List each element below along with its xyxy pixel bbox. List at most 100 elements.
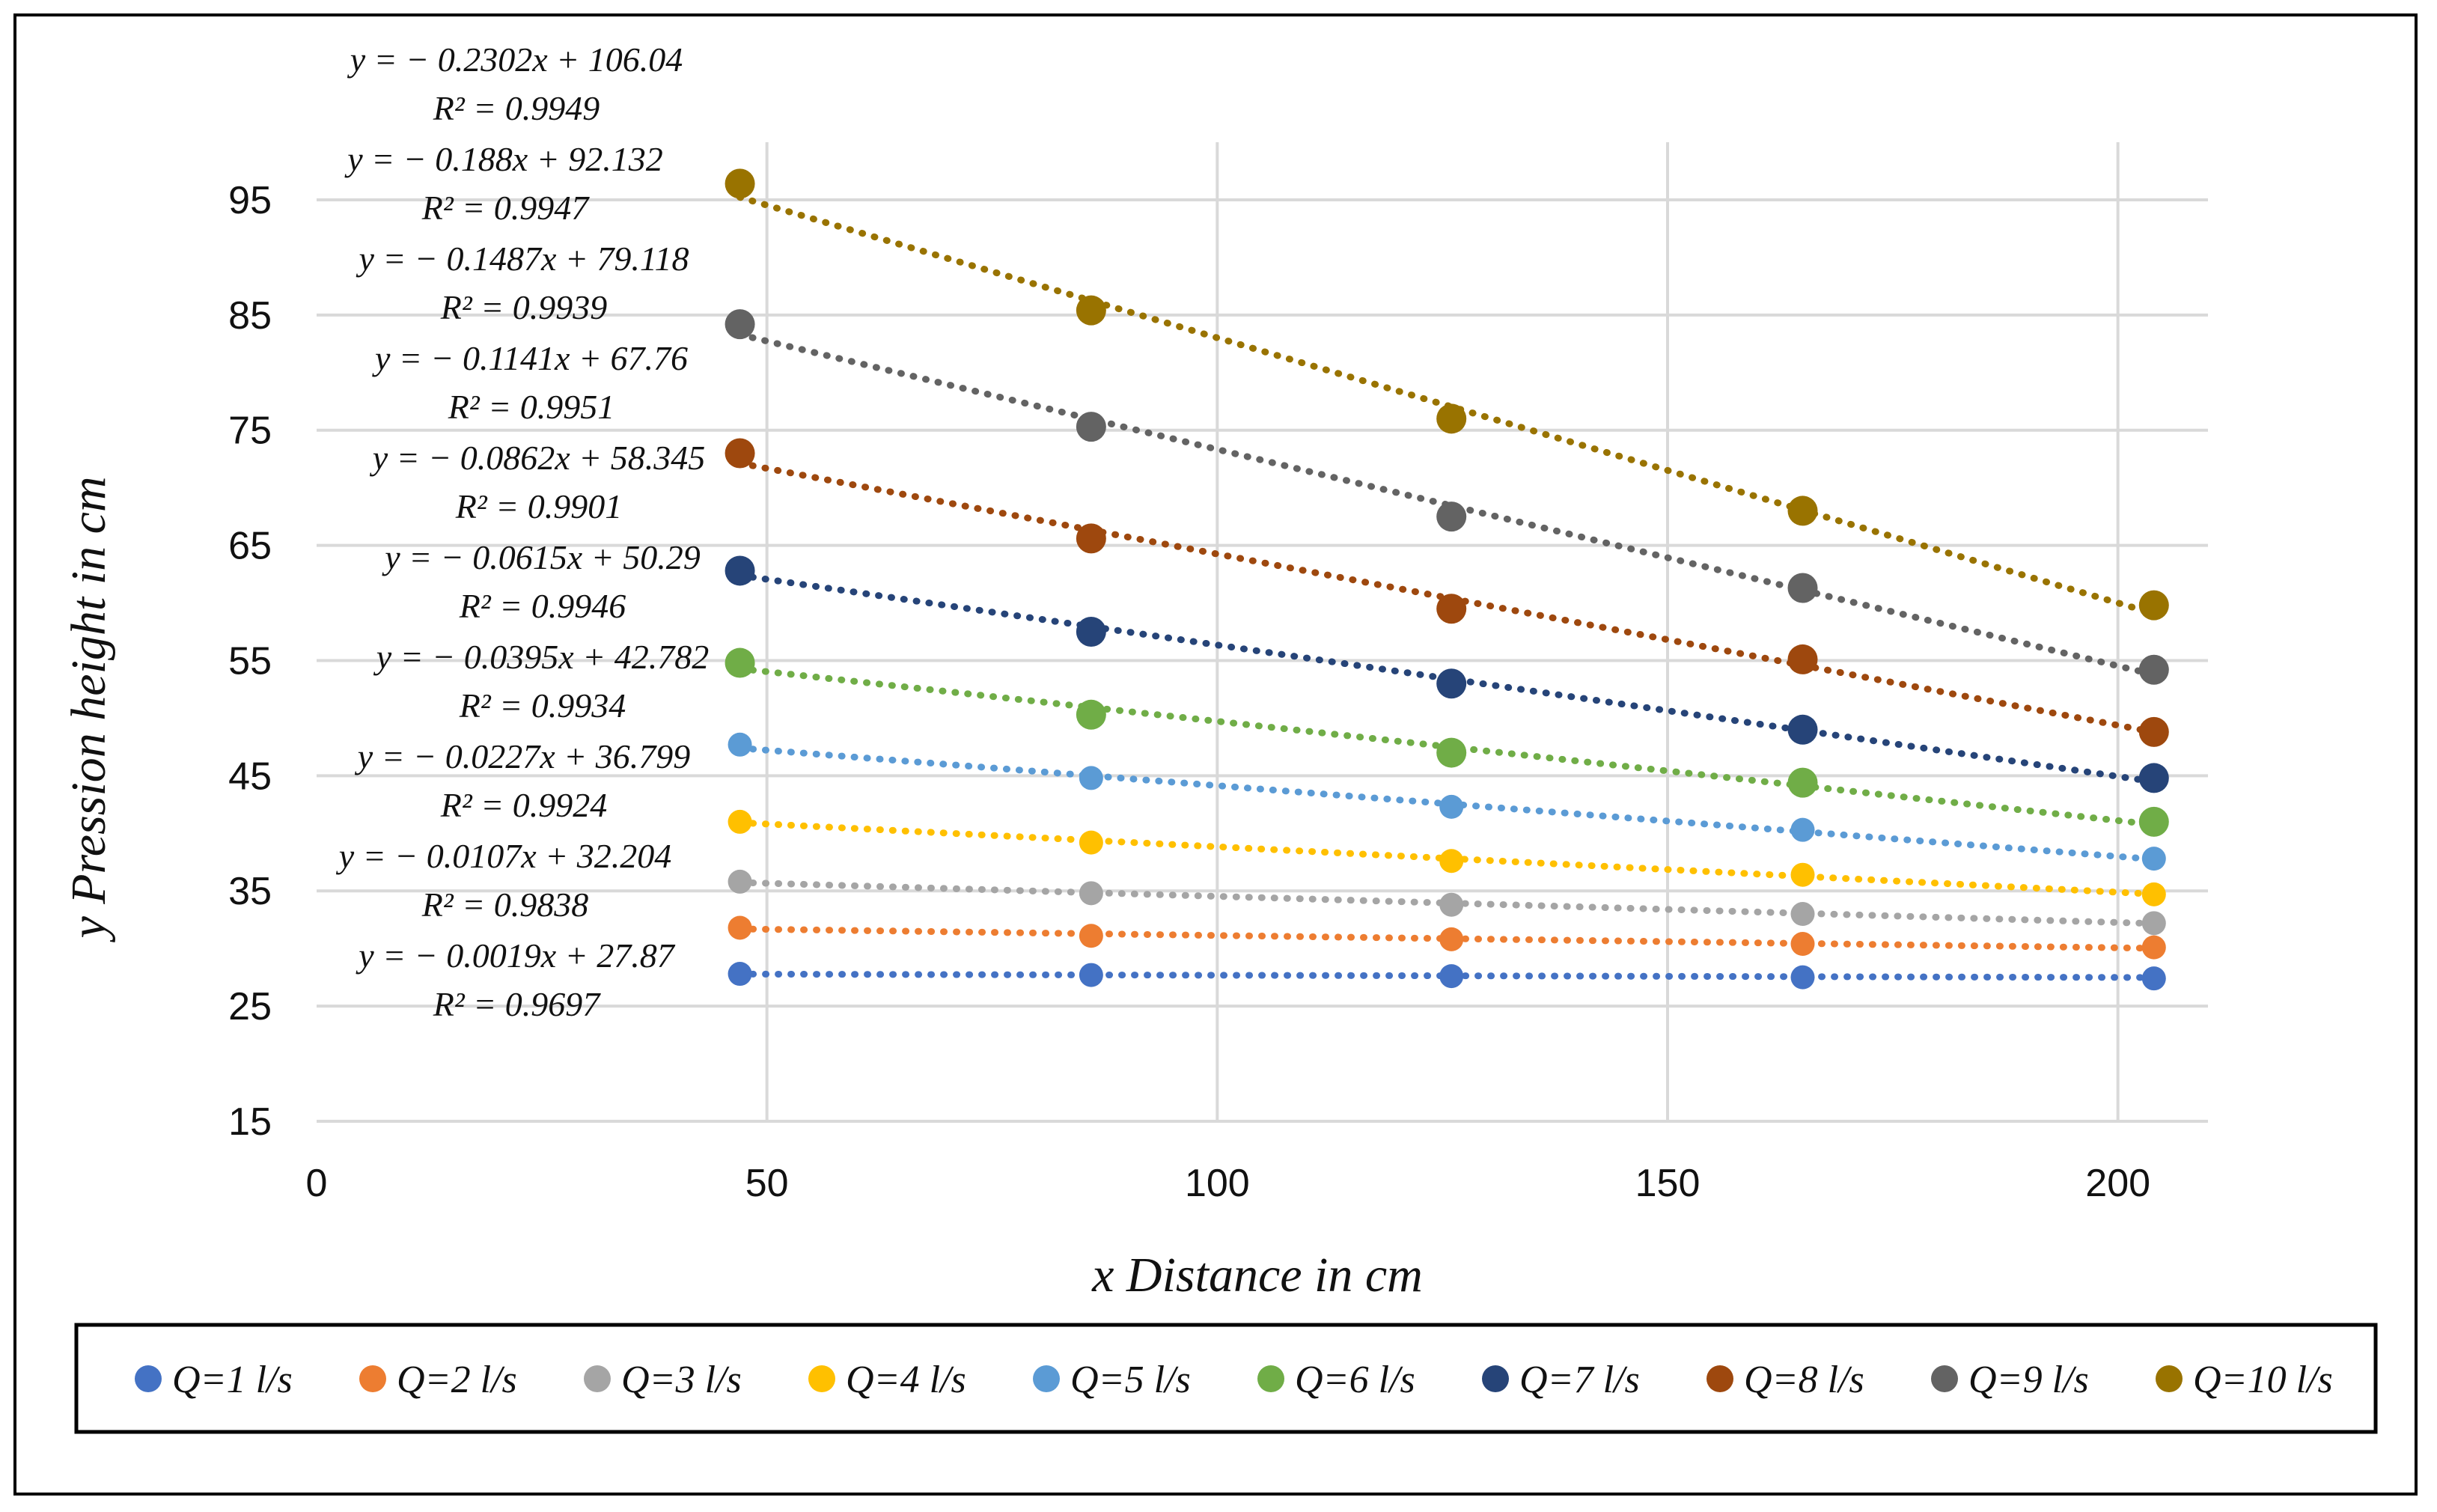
data-point [1439,794,1464,819]
legend-label: Q=2 l/s [397,1359,517,1401]
data-point [1436,737,1467,768]
legend-label: Q=8 l/s [1744,1359,1864,1401]
legend-marker [2156,1365,2183,1392]
data-point [725,309,755,340]
trend-equation: y = − 0.0107x + 32.204 [336,837,671,875]
legend-label: Q=9 l/s [1968,1359,2089,1401]
y-axis-title: y Pression height in cm [61,476,116,942]
trend-r-squared: R² = 0.9939 [440,288,607,326]
trend-r-squared: R² = 0.9946 [459,587,626,625]
legend-marker [808,1365,835,1392]
data-point [2141,911,2166,936]
y-tick-label: 55 [228,639,272,683]
data-point [2138,763,2169,793]
data-point [1439,927,1464,951]
trend-equation: y = − 0.0862x + 58.345 [370,439,705,477]
data-point [725,168,755,199]
data-point [725,555,755,586]
legend-marker [1033,1365,1060,1392]
trend-equations: y = − 0.2302x + 106.04 R² = 0.9949 y = − 0… [336,40,709,1023]
x-tick-label: 0 [306,1162,328,1205]
data-point [1787,714,1818,745]
trend-equation: y = − 0.0019x + 27.87 [356,936,675,975]
trend-r-squared: R² = 0.9951 [448,388,614,426]
data-point [2141,847,2166,871]
data-point [1079,963,1103,987]
legend-marker [359,1365,386,1392]
x-tick-label: 150 [1635,1162,1701,1205]
data-point [1079,766,1103,790]
trend-equation: y = − 0.0395x + 42.782 [373,638,709,676]
data-point [1436,502,1467,532]
y-tick-label: 15 [228,1100,272,1144]
data-point [1436,668,1467,699]
legend-marker [1482,1365,1509,1392]
grid-lines [317,142,2208,1123]
data-point [725,647,755,678]
trend-r-squared: R² = 0.9949 [433,89,600,127]
data-point [728,915,752,940]
trend-r-squared: R² = 0.9934 [459,686,626,725]
legend-marker [1706,1365,1733,1392]
data-point [2138,716,2169,747]
y-tick-label: 25 [228,985,272,1028]
trend-equation: y = − 0.1141x + 67.76 [372,339,688,377]
legend-label: Q=5 l/s [1070,1359,1191,1401]
data-point [1439,849,1464,874]
data-point [2141,966,2166,991]
data-point [1787,644,1818,674]
legend-marker [135,1365,162,1392]
data-point [2138,654,2169,685]
data-point [1436,403,1467,434]
data-point [1076,523,1106,554]
data-point [1079,881,1103,906]
data-point [1790,932,1815,957]
data-point [1076,295,1106,326]
data-point [728,869,752,894]
legend-label: Q=10 l/s [2193,1359,2333,1401]
data-points [725,168,2169,991]
data-point [1076,699,1106,730]
trend-equation: y = − 0.1487x + 79.118 [356,240,689,278]
data-point [1790,862,1815,887]
legend-label: Q=3 l/s [621,1359,742,1401]
data-point [1790,817,1815,842]
y-tick-labels: 15 25 35 45 55 65 75 85 95 [228,179,272,1144]
x-axis-title: x Distance in cm [1091,1248,1423,1302]
trend-r-squared: R² = 0.9924 [440,786,607,824]
chart-frame [13,13,2418,1496]
legend-label: Q=4 l/s [846,1359,966,1401]
data-point [1079,924,1103,948]
data-point [728,732,752,757]
y-tick-label: 75 [228,409,272,453]
data-point [1790,965,1815,990]
legend-label: Q=7 l/s [1519,1359,1640,1401]
x-tick-label: 100 [1185,1162,1250,1205]
data-point [1076,412,1106,442]
legend-label: Q=1 l/s [172,1359,293,1401]
data-point [1436,594,1467,624]
trendline [736,460,2158,736]
legend-marker [584,1365,611,1392]
y-tick-label: 45 [228,755,272,798]
trend-equation: y = − 0.0615x + 50.29 [382,538,700,576]
data-point [1439,892,1464,917]
data-point [1787,573,1818,603]
legend: Q=1 l/s Q=2 l/s Q=3 l/s Q=4 l/s Q=5 l/s Q=6 l… [74,1323,2378,1434]
legend-box [74,1323,2378,1434]
data-point [2141,882,2166,906]
trend-equation: y = − 0.0227x + 36.799 [355,737,690,775]
data-point [1787,767,1818,798]
data-point [1787,496,1818,526]
legend-label: Q=6 l/s [1295,1359,1415,1401]
y-tick-label: 85 [228,294,272,338]
trend-r-squared: R² = 0.9947 [421,189,590,227]
data-point [1790,902,1815,927]
trend-r-squared: R² = 0.9901 [455,487,622,525]
data-point [2141,935,2166,960]
legend-marker [1257,1365,1284,1392]
data-point [1076,617,1106,647]
y-tick-label: 65 [228,525,272,568]
data-point [1079,830,1103,855]
